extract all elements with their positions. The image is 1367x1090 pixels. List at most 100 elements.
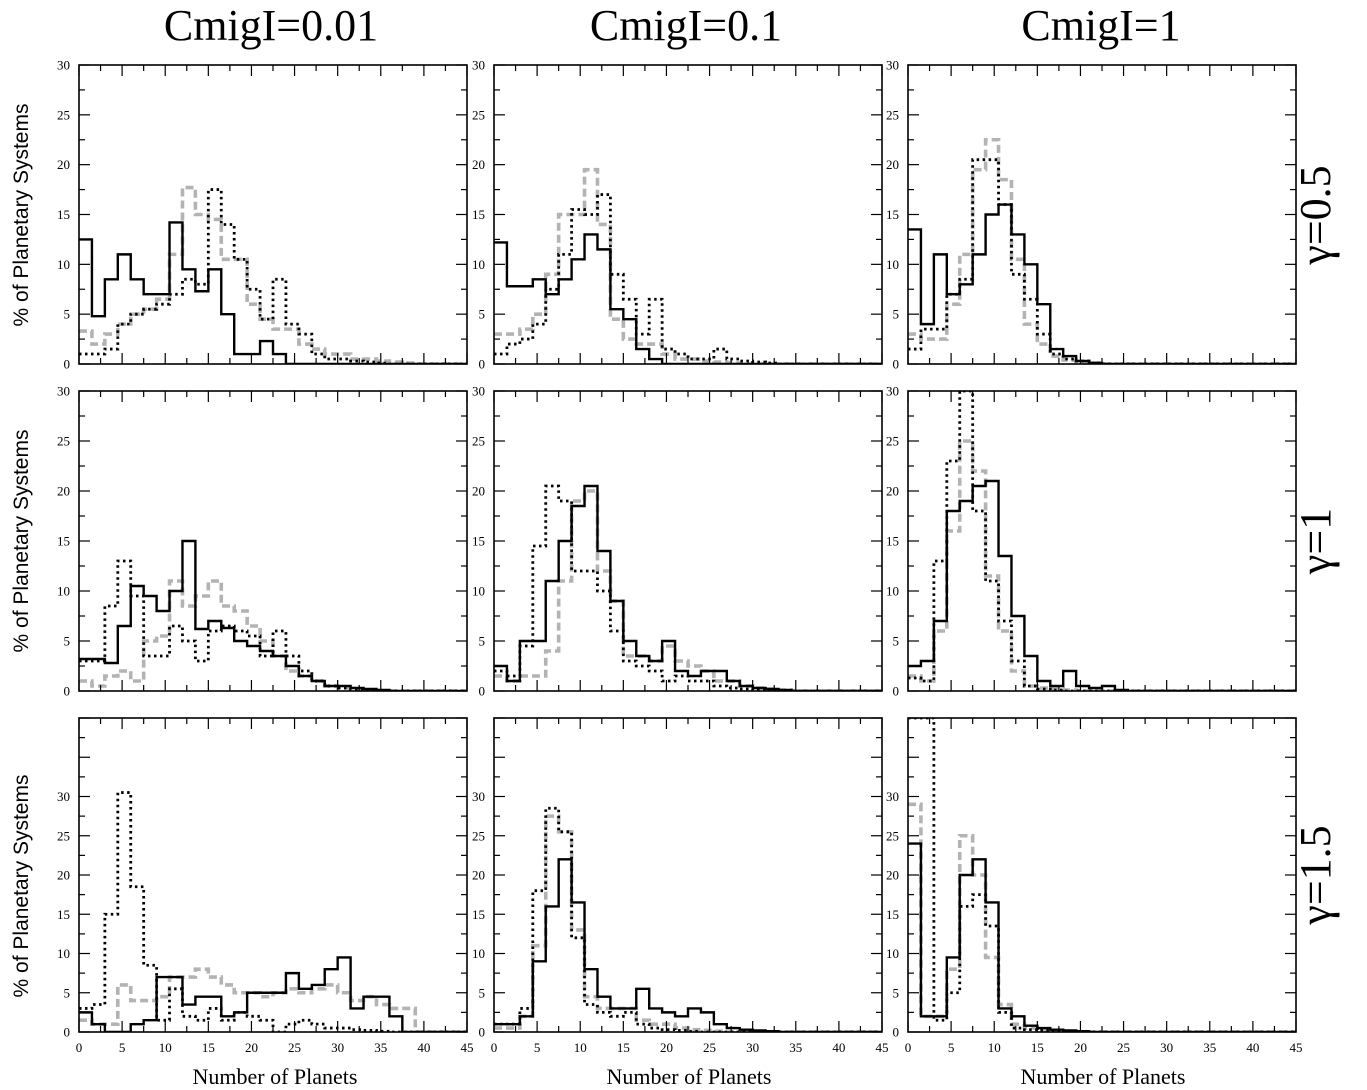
panel-r2-c0: 0 5 10 15 20 25 30 0 5 10 15 20 25 30 35 40 45 xyxy=(57,717,474,1055)
y-tick-label: 0 xyxy=(893,357,900,372)
y-tick-label: 15 xyxy=(472,534,485,549)
y-tick-label: 5 xyxy=(64,307,71,322)
y-tick-label: 5 xyxy=(893,307,900,322)
y-tick-label: 10 xyxy=(57,257,70,272)
y-tick-label: 15 xyxy=(57,534,70,549)
x-tick-label: 10 xyxy=(574,1040,587,1055)
x-tick-label: 0 xyxy=(491,1040,498,1055)
histogram-series-solid xyxy=(908,842,1296,1032)
histogram-series-gray-dashed xyxy=(79,967,467,1032)
x-tick-label: 15 xyxy=(617,1040,630,1055)
x-axis-label-col-0: Number of Planets xyxy=(193,1064,358,1089)
x-tick-label: 30 xyxy=(746,1040,759,1055)
panel-r1-c0: 0 5 10 15 20 25 30 xyxy=(57,384,468,699)
x-tick-label: 5 xyxy=(119,1040,126,1055)
panel-r2-c1: 0 5 10 15 20 25 30 0 5 10 15 20 25 30 35 40 45 xyxy=(472,717,889,1055)
histogram-series-gray-dashed xyxy=(494,814,882,1032)
y-tick-label: 0 xyxy=(893,684,900,699)
y-tick-label: 25 xyxy=(886,434,899,449)
y-tick-label: 5 xyxy=(479,985,486,1000)
x-tick-label: 10 xyxy=(988,1040,1001,1055)
row-title-1: γ=1 xyxy=(1291,508,1340,575)
y-tick-label: 20 xyxy=(886,868,899,883)
row-title-2: γ=1.5 xyxy=(1291,825,1340,925)
y-tick-label: 10 xyxy=(886,257,899,272)
histogram-series-solid xyxy=(79,956,467,1032)
y-tick-label: 20 xyxy=(472,484,485,499)
y-tick-label: 15 xyxy=(57,207,70,222)
y-tick-label: 30 xyxy=(57,789,70,804)
y-tick-label: 0 xyxy=(64,357,71,372)
x-tick-label: 35 xyxy=(1203,1040,1216,1055)
y-tick-label: 25 xyxy=(57,828,70,843)
x-tick-label: 15 xyxy=(202,1040,215,1055)
x-tick-label: 40 xyxy=(1246,1040,1259,1055)
panel-r0-c1: 0 5 10 15 20 25 30 xyxy=(472,58,883,372)
column-title-0: CmigI=0.01 xyxy=(164,1,378,50)
histogram-series-solid xyxy=(79,221,467,364)
x-tick-label: 45 xyxy=(876,1040,889,1055)
histogram-series-dotted xyxy=(79,791,467,1032)
y-tick-label: 30 xyxy=(57,58,70,73)
x-tick-label: 40 xyxy=(832,1040,845,1055)
panels-group: 0 5 10 15 20 25 30 0 5 10 15 20 25 30 0 5 10 15 20 25 30 0 5 10… xyxy=(57,58,1303,1056)
y-tick-label: 5 xyxy=(893,634,900,649)
y-tick-label: 20 xyxy=(57,157,70,172)
y-tick-label: 25 xyxy=(886,828,899,843)
y-tick-label: 0 xyxy=(479,357,486,372)
y-tick-label: 10 xyxy=(472,584,485,599)
y-tick-label: 25 xyxy=(472,828,485,843)
y-tick-label: 10 xyxy=(472,946,485,961)
y-tick-label: 5 xyxy=(479,307,486,322)
y-tick-label: 25 xyxy=(472,107,485,122)
y-tick-label: 20 xyxy=(57,484,70,499)
x-tick-label: 35 xyxy=(789,1040,802,1055)
y-tick-label: 30 xyxy=(472,789,485,804)
y-tick-label: 25 xyxy=(472,434,485,449)
y-tick-label: 0 xyxy=(64,684,71,699)
x-tick-label: 20 xyxy=(245,1040,258,1055)
histogram-series-dotted xyxy=(908,391,1296,691)
histogram-series-gray-dashed xyxy=(908,137,1296,364)
x-tick-label: 0 xyxy=(76,1040,83,1055)
histogram-series-gray-dashed xyxy=(79,185,467,364)
x-tick-label: 25 xyxy=(703,1040,716,1055)
x-tick-label: 30 xyxy=(331,1040,344,1055)
y-tick-label: 20 xyxy=(886,484,899,499)
y-tick-label: 5 xyxy=(893,985,900,1000)
y-tick-label: 0 xyxy=(479,1025,486,1040)
column-title-2: CmigI=1 xyxy=(1021,1,1180,50)
histogram-series-gray-dashed xyxy=(494,489,882,691)
column-title-1: CmigI=0.1 xyxy=(590,1,782,50)
y-tick-label: 25 xyxy=(57,434,70,449)
y-tick-label: 30 xyxy=(472,58,485,73)
x-tick-label: 10 xyxy=(159,1040,172,1055)
histogram-series-solid xyxy=(908,203,1296,364)
y-tick-label: 0 xyxy=(893,1025,900,1040)
y-tick-label: 25 xyxy=(886,107,899,122)
y-tick-label: 25 xyxy=(57,107,70,122)
y-tick-label: 15 xyxy=(57,907,70,922)
y-tick-label: 0 xyxy=(64,1025,71,1040)
x-tick-label: 5 xyxy=(534,1040,541,1055)
x-tick-label: 45 xyxy=(461,1040,474,1055)
y-tick-label: 15 xyxy=(886,207,899,222)
x-tick-label: 30 xyxy=(1160,1040,1173,1055)
x-tick-label: 5 xyxy=(948,1040,955,1055)
row-title-0: γ=0.5 xyxy=(1291,165,1340,265)
histogram-series-gray-dashed xyxy=(908,439,1296,691)
x-tick-label: 45 xyxy=(1290,1040,1303,1055)
y-tick-label: 15 xyxy=(886,534,899,549)
y-tick-label: 30 xyxy=(472,384,485,399)
histogram-series-solid xyxy=(494,484,882,691)
y-tick-label: 20 xyxy=(57,868,70,883)
y-tick-label: 15 xyxy=(886,907,899,922)
y-tick-label: 15 xyxy=(472,907,485,922)
y-tick-label: 15 xyxy=(472,207,485,222)
histogram-series-gray-dashed xyxy=(79,579,467,691)
y-axis-label-row-0: % of Planetary Systems xyxy=(10,104,33,327)
y-tick-label: 30 xyxy=(886,58,899,73)
x-axis-label-col-1: Number of Planets xyxy=(607,1064,772,1089)
